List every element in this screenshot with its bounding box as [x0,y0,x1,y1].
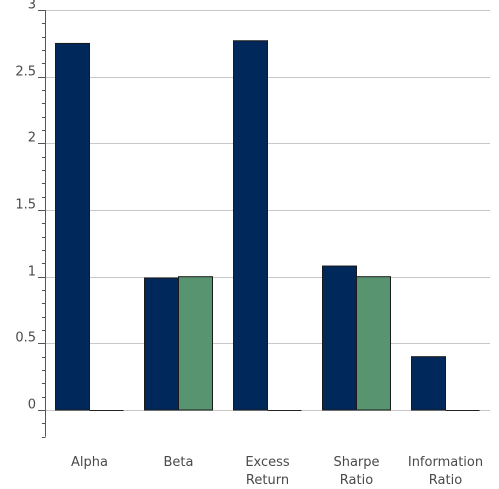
bar [144,277,179,411]
bars [55,40,480,411]
y-tick-label: 2.5 [15,65,36,80]
x-tick-label: Return [246,473,289,488]
bar [178,276,213,411]
axis-labels: Alpha Beta Excess Return Sharpe Ratio Informat… [15,0,483,488]
y-tick-label: 0.5 [15,331,36,346]
x-tick-label: Sharpe [333,455,379,470]
x-tick-label: Ratio [429,473,462,488]
bar [55,42,90,411]
bar [356,276,391,411]
bar [322,265,357,411]
x-tick-label: Information [408,455,483,470]
bar [233,40,268,411]
y-tick-label: 2 [28,131,36,146]
y-tick-label: 3 [28,0,36,13]
bar [411,356,446,411]
y-axis [38,10,46,438]
x-tick-label: Ratio [340,473,373,488]
x-tick-label: Alpha [71,455,108,470]
y-tick-label: 1 [28,265,36,280]
y-tick-label: 0 [28,398,36,413]
x-tick-label: Excess [245,455,290,470]
x-tick-label: Beta [164,455,194,470]
y-tick-label: 1.5 [15,198,36,213]
